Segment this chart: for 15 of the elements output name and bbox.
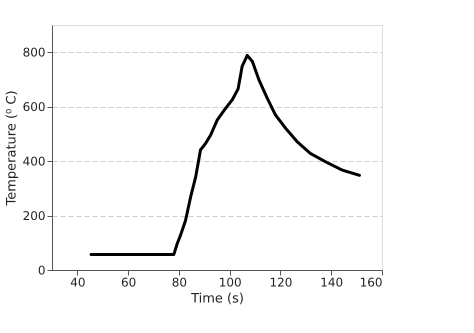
x-tick-label: 160 <box>360 276 382 290</box>
x-tick-label: 120 <box>270 276 292 290</box>
y-tick-label: 0 <box>38 264 46 278</box>
x-tick-label: 100 <box>218 276 242 290</box>
x-tick-label: 40 <box>70 276 86 290</box>
y-tick-label: 800 <box>22 46 46 60</box>
line-series <box>90 54 361 256</box>
y-tick-label: 600 <box>22 100 46 114</box>
x-axis-title: Time (s) <box>190 292 244 306</box>
x-tick-label: 80 <box>172 276 188 290</box>
x-tick-label: 60 <box>121 276 136 290</box>
y-tick-label: 200 <box>22 209 46 224</box>
y-tick-label: 400 <box>22 154 46 169</box>
y-axis-title: Temperature (⁰ C) <box>4 90 20 207</box>
x-tick-label: 140 <box>320 276 344 290</box>
